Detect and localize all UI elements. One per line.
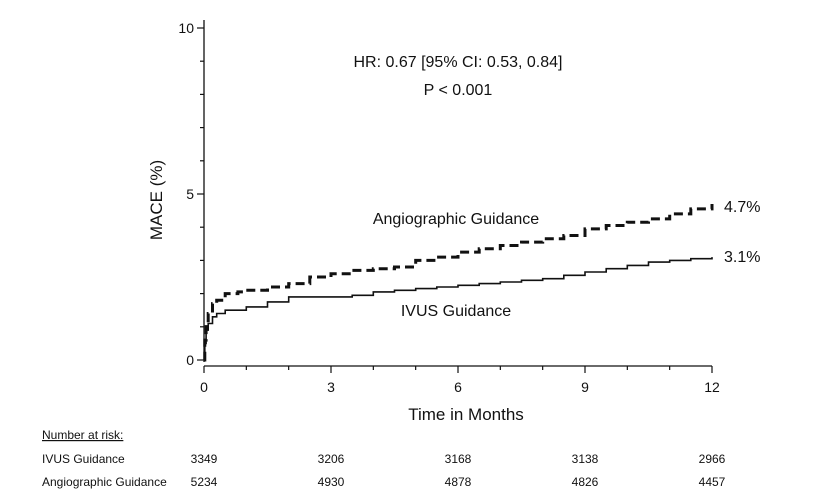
risk-cell: 2966 <box>699 452 726 466</box>
risk-cell: 3349 <box>191 452 218 466</box>
risk-cell: 3138 <box>572 452 599 466</box>
p-value-annotation: P < 0.001 <box>424 82 493 99</box>
risk-cell: 3206 <box>318 452 345 466</box>
y-tick-label: 10 <box>178 20 194 36</box>
risk-cell: 4930 <box>318 475 345 489</box>
risk-cell: 3168 <box>445 452 472 466</box>
risk-table-title: Number at risk: <box>42 428 123 442</box>
x-tick-label: 6 <box>454 379 462 395</box>
y-ticks: 0 5 10 <box>178 20 204 368</box>
x-axis-title: Time in Months <box>408 405 524 424</box>
x-tick-label: 3 <box>327 379 335 395</box>
x-ticks: 0 3 6 9 12 <box>200 366 720 395</box>
risk-cell: 4878 <box>445 475 472 489</box>
x-tick-label: 9 <box>581 379 589 395</box>
y-axis-title: MACE (%) <box>147 160 166 240</box>
risk-row-label: IVUS Guidance <box>42 452 125 466</box>
hazard-ratio-annotation: HR: 0.67 [95% CI: 0.53, 0.84] <box>353 54 562 71</box>
y-tick-label: 0 <box>186 352 194 368</box>
risk-cell: 4457 <box>699 475 726 489</box>
curve-angiographic-guidance <box>203 204 714 362</box>
risk-cell: 5234 <box>191 475 218 489</box>
y-tick-label: 5 <box>186 186 194 202</box>
curve-ivus-guidance <box>204 257 713 361</box>
risk-row-label: Angiographic Guidance <box>42 475 167 489</box>
x-tick-label: 12 <box>704 379 720 395</box>
end-label-angiographic: 4.7% <box>724 199 760 216</box>
series-label-angiographic: Angiographic Guidance <box>373 211 539 228</box>
x-tick-label: 0 <box>200 379 208 395</box>
series-label-ivus: IVUS Guidance <box>401 303 511 320</box>
risk-cell: 4826 <box>572 475 599 489</box>
end-label-ivus: 3.1% <box>724 249 760 266</box>
